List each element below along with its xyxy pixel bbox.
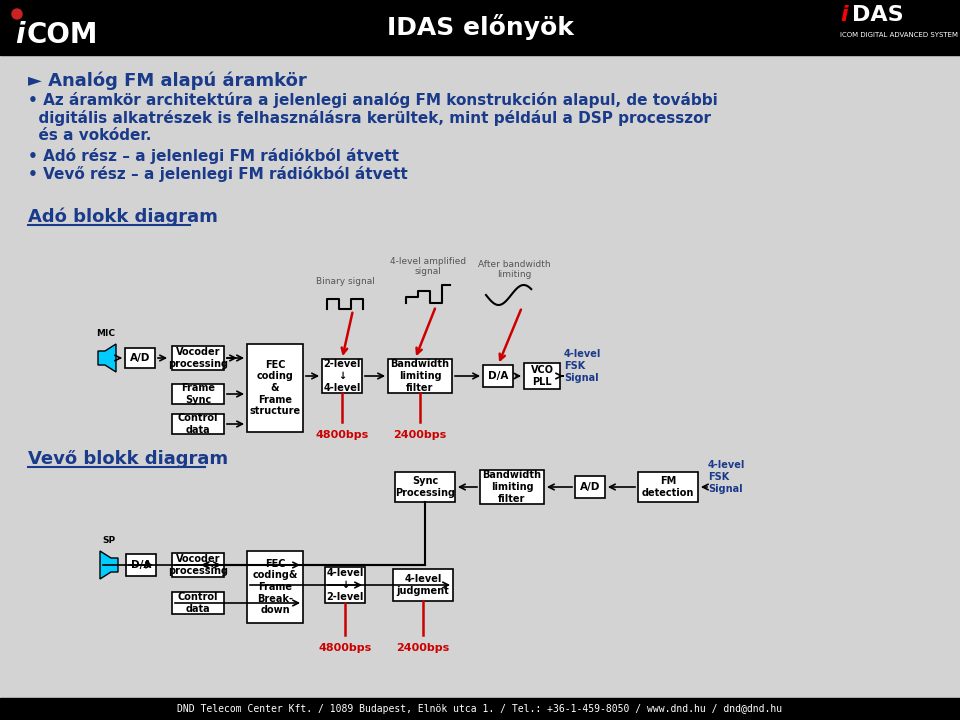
Bar	[172, 414, 224, 434]
Bar	[126, 554, 156, 576]
Text: digitális alkatrészek is felhasználásra kerültek, mint például a DSP processzor: digitális alkatrészek is felhasználásra …	[28, 110, 711, 126]
Text: SP: SP	[103, 536, 115, 545]
Text: és a vokóder.: és a vokóder.	[28, 128, 152, 143]
Bar	[388, 359, 452, 393]
Text: Sync
Processing: Sync Processing	[395, 476, 455, 498]
Text: Control
data: Control data	[178, 592, 218, 613]
Bar	[247, 344, 303, 432]
Text: Bandwidth
limiting
filter: Bandwidth limiting filter	[391, 359, 449, 392]
Text: IDAS előnyök: IDAS előnyök	[387, 14, 573, 40]
Text: Bandwidth
limiting
filter: Bandwidth limiting filter	[483, 470, 541, 503]
Text: DAS: DAS	[852, 5, 903, 25]
Text: D/A: D/A	[131, 560, 151, 570]
Text: i: i	[840, 5, 848, 25]
Text: Vevő blokk diagram: Vevő blokk diagram	[28, 450, 228, 468]
Bar	[480, 470, 544, 504]
Text: Vocoder
processing: Vocoder processing	[168, 554, 228, 576]
Text: 4-level
FSK
Signal: 4-level FSK Signal	[564, 349, 601, 382]
Bar	[393, 569, 453, 601]
Text: Control
data: Control data	[178, 413, 218, 435]
Text: i: i	[15, 21, 25, 49]
Text: Frame
Sync: Frame Sync	[181, 383, 215, 405]
Bar	[172, 346, 224, 370]
Text: 4-level
FSK
Signal: 4-level FSK Signal	[708, 460, 745, 494]
Text: 4-level
judgment: 4-level judgment	[396, 575, 449, 596]
Text: • Az áramkör architektúra a jelenlegi analóg FM konstrukción alapul, de további: • Az áramkör architektúra a jelenlegi an…	[28, 92, 718, 108]
Text: A/D: A/D	[130, 353, 150, 363]
Text: 4800bps: 4800bps	[316, 430, 369, 440]
Text: After bandwidth
limiting: After bandwidth limiting	[478, 260, 550, 279]
Text: FEC
coding
&
Frame
structure: FEC coding & Frame structure	[250, 360, 300, 416]
Bar	[325, 567, 365, 603]
Bar	[0, 698, 960, 720]
Text: • Vevő rész – a jelenlegi FM rádiókból átvett: • Vevő rész – a jelenlegi FM rádiókból á…	[28, 166, 408, 182]
Text: Adó blokk diagram: Adó blokk diagram	[28, 208, 218, 227]
Text: 2-level
↓
4-level: 2-level ↓ 4-level	[324, 359, 361, 392]
Text: A/D: A/D	[580, 482, 600, 492]
Text: FEC
coding&
Frame
Break-
down: FEC coding& Frame Break- down	[252, 559, 298, 615]
Bar	[0, 0, 960, 55]
Text: D/A: D/A	[488, 371, 508, 381]
Bar	[247, 551, 303, 623]
Text: Vocoder
processing: Vocoder processing	[168, 347, 228, 369]
Text: • Adó rész – a jelenlegi FM rádiókból átvett: • Adó rész – a jelenlegi FM rádiókból át…	[28, 148, 399, 164]
Circle shape	[12, 9, 22, 19]
Text: ICOM DIGITAL ADVANCED SYSTEM: ICOM DIGITAL ADVANCED SYSTEM	[840, 32, 958, 38]
Bar	[524, 363, 560, 389]
Bar	[483, 365, 513, 387]
Bar	[575, 476, 605, 498]
Bar	[125, 348, 155, 368]
Bar	[172, 592, 224, 614]
Polygon shape	[98, 344, 116, 372]
Polygon shape	[100, 551, 118, 579]
Text: 2400bps: 2400bps	[394, 430, 446, 440]
Text: ► Analóg FM alapú áramkör: ► Analóg FM alapú áramkör	[28, 72, 307, 91]
Bar	[395, 472, 455, 502]
Text: 4-level amplified
signal: 4-level amplified signal	[390, 256, 466, 276]
Text: COM: COM	[27, 21, 99, 49]
Text: 4-level
↓
2-level: 4-level ↓ 2-level	[326, 568, 364, 602]
Text: Binary signal: Binary signal	[316, 277, 374, 286]
Bar	[638, 472, 698, 502]
Text: 4800bps: 4800bps	[319, 643, 372, 653]
Text: 2400bps: 2400bps	[396, 643, 449, 653]
Bar	[322, 359, 362, 393]
Text: VCO
PLL: VCO PLL	[531, 365, 554, 387]
Bar	[172, 384, 224, 404]
Text: FM
detection: FM detection	[642, 476, 694, 498]
Text: DND Telecom Center Kft. / 1089 Budapest, Elnök utca 1. / Tel.: +36-1-459-8050 / : DND Telecom Center Kft. / 1089 Budapest,…	[178, 704, 782, 714]
Text: MIC: MIC	[97, 329, 115, 338]
Bar	[172, 553, 224, 577]
